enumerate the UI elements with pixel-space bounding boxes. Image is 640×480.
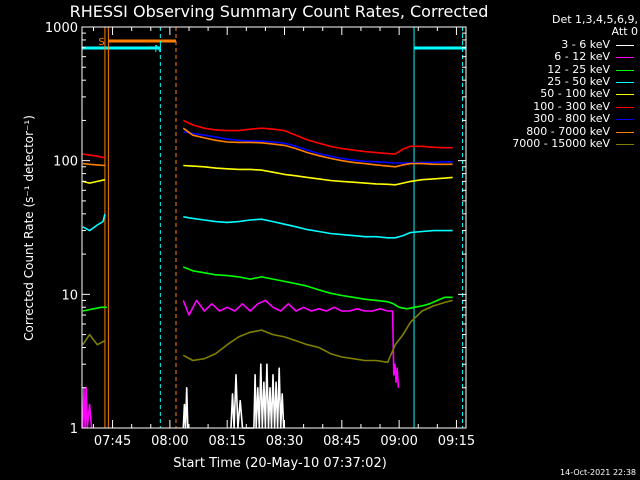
flag-layer: SN	[82, 27, 466, 428]
legend-entry: 100 - 300 keV	[470, 99, 638, 113]
legend-label: 300 - 800 keV	[533, 112, 610, 126]
series-line-8	[82, 299, 453, 364]
legend-entry: 800 - 7000 keV	[470, 124, 638, 138]
legend-label: 6 - 12 keV	[554, 50, 610, 64]
legend-swatch	[616, 119, 634, 121]
series-line-2	[82, 266, 453, 312]
legend-label: 50 - 100 keV	[540, 87, 610, 101]
legend-label: 12 - 25 keV	[547, 62, 610, 76]
legend-entry: 25 - 50 keV	[470, 74, 638, 88]
series-line-5	[82, 119, 453, 159]
y-tick-label: 1	[70, 422, 78, 437]
y-tick-label: 1000	[45, 21, 78, 36]
legend-entry: 7000 - 15000 keV	[470, 136, 638, 150]
legend-label: 25 - 50 keV	[547, 74, 610, 88]
legend-swatch	[616, 44, 634, 46]
legend-entry: 6 - 12 keV	[470, 50, 638, 64]
series-layer	[82, 119, 453, 429]
legend-entry: 50 - 100 keV	[470, 87, 638, 101]
legend-swatch	[616, 57, 634, 59]
legend-label: 100 - 300 keV	[533, 99, 610, 113]
legend-entry: 300 - 800 keV	[470, 112, 638, 126]
legend-swatch	[616, 143, 634, 145]
legend-swatch	[616, 81, 634, 83]
series-line-7	[82, 127, 453, 168]
series-line-6	[183, 130, 453, 164]
y-axis-label: Corrected Count Rate (s⁻¹ detector⁻¹)	[22, 115, 36, 341]
generation-timestamp: 14-Oct-2021 22:38	[560, 468, 636, 477]
x-axis-label: Start Time (20-May-10 07:37:02)	[173, 456, 387, 471]
legend-label: 3 - 6 keV	[561, 37, 610, 51]
axes: 1 10 100 1000 07:45 08:00 08:15 08:30 08:45 09:00…	[45, 21, 475, 449]
legend-label: 7000 - 15000 keV	[512, 136, 610, 150]
legend-entry: 3 - 6 keV	[470, 37, 638, 51]
x-tick-label: 08:45	[323, 434, 360, 449]
series-line-0	[182, 363, 285, 429]
legend-swatch	[616, 131, 634, 133]
legend-swatch	[616, 69, 634, 71]
x-tick-label: 07:45	[94, 434, 131, 449]
series-line-3	[82, 213, 453, 239]
legend-swatch	[616, 106, 634, 108]
legend-header-line-2: Att 0	[611, 25, 638, 39]
x-tick-label: 08:00	[151, 434, 188, 449]
chart-title: RHESSI Observing Summary Count Rates, Co…	[70, 2, 489, 21]
legend-label: 800 - 7000 keV	[526, 124, 610, 138]
legend-swatch	[616, 94, 634, 96]
y-tick-label: 10	[61, 288, 78, 303]
plot-frame	[81, 26, 467, 429]
flag-label: S	[98, 37, 104, 48]
x-tick-label: 08:15	[208, 434, 245, 449]
x-tick-label: 09:15	[438, 434, 475, 449]
series-line-4	[82, 164, 453, 186]
legend-entry: 12 - 25 keV	[470, 62, 638, 76]
x-tick-label: 09:00	[380, 434, 417, 449]
y-tick-label: 100	[53, 155, 78, 170]
legend: Det 1,3,4,5,6,9, Att 0 3 - 6 keV 6 - 12 k…	[470, 13, 638, 150]
legend-header-line-1: Det 1,3,4,5,6,9,	[551, 13, 638, 26]
flag-label: N	[154, 44, 161, 55]
x-tick-label: 08:30	[266, 434, 303, 449]
